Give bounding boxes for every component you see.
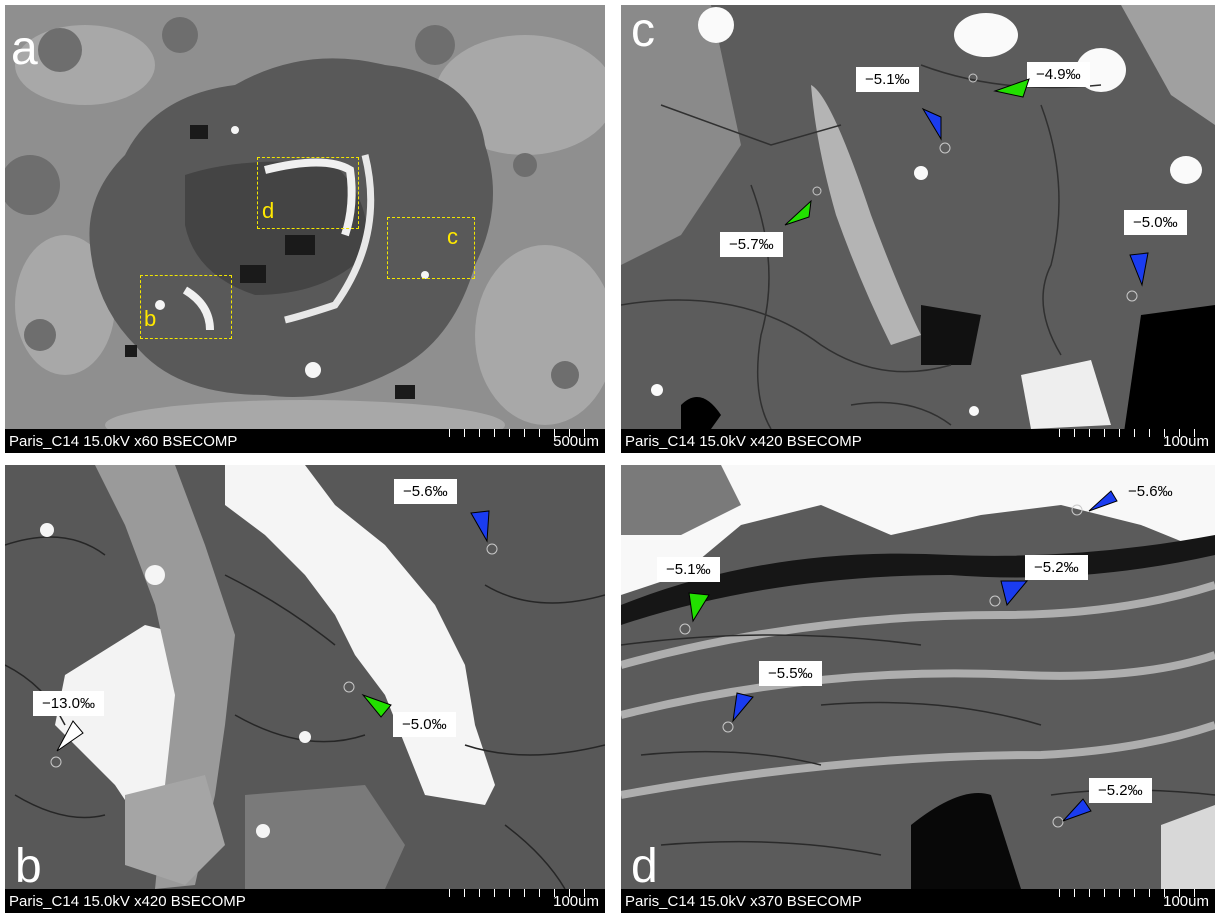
region-box-d-label: d — [262, 198, 275, 223]
panel-d-label-3: −5.2‰ — [1025, 555, 1088, 580]
panel-b-arrow-blue-1 — [470, 510, 490, 543]
panel-b-label-3: −5.0‰ — [393, 712, 456, 737]
panel-c-arrow-blue-1 — [921, 107, 942, 141]
panel-d-arrow-blue-1 — [1088, 490, 1118, 512]
panel-c-arrow-green-1 — [993, 78, 1030, 98]
panel-a-scale-ticks — [449, 429, 599, 437]
region-box-d — [257, 157, 359, 229]
panel-b-scale: 100um — [553, 893, 599, 910]
panel-d-arrow-blue-3 — [732, 692, 754, 723]
panel-b-arrow-green-1 — [361, 693, 392, 718]
region-box-b — [140, 275, 232, 339]
panel-b-label-2: −13.0‰ — [33, 691, 104, 716]
panel-c-arrow-blue-2 — [1129, 252, 1149, 287]
panel-b-arrow-white-1 — [56, 720, 84, 752]
panel-a-letter: a — [11, 22, 38, 75]
panel-d-arrow-blue-2 — [1000, 580, 1029, 607]
panel-b-micrograph — [5, 465, 605, 913]
panel-d: d −5.6‰ −5.1‰ −5.2‰ −5.5‰ −5.2‰ Paris_C1… — [621, 465, 1215, 913]
panel-d-arrow-green-1 — [688, 592, 710, 623]
panel-d-label-2: −5.1‰ — [657, 557, 720, 582]
panel-b-footer: Paris_C14 15.0kV x420 BSECOMP 100um — [5, 889, 605, 913]
panel-d-label-4: −5.5‰ — [759, 661, 822, 686]
panel-b-label-1: −5.6‰ — [394, 479, 457, 504]
region-box-b-label: b — [144, 306, 157, 331]
panel-b-letter: b — [15, 840, 42, 893]
panel-c-label-1: −5.1‰ — [856, 67, 919, 92]
panel-b: b −5.6‰ −13.0‰ −5.0‰ Paris_C14 15.0kV x4… — [5, 465, 605, 913]
panel-c-footer: Paris_C14 15.0kV x420 BSECOMP 100um — [621, 429, 1215, 453]
panel-d-letter: d — [631, 840, 658, 893]
panel-a: a d c b Paris_C14 15.0kV x60 BSECOMP 500… — [5, 5, 605, 453]
panel-d-label-1: −5.6‰ — [1128, 483, 1173, 500]
panel-d-label-5: −5.2‰ — [1089, 778, 1152, 803]
panel-d-micrograph — [621, 465, 1215, 913]
panel-c-label-4: −5.0‰ — [1124, 210, 1187, 235]
panel-c-scale-ticks — [1059, 429, 1209, 437]
panel-c-arrow-green-2 — [784, 199, 812, 226]
region-box-c — [387, 217, 475, 279]
panel-c-scale: 100um — [1163, 433, 1209, 450]
panel-c-meta: Paris_C14 15.0kV x420 BSECOMP — [625, 433, 862, 450]
panel-d-meta: Paris_C14 15.0kV x370 BSECOMP — [625, 893, 862, 910]
panel-a-footer: Paris_C14 15.0kV x60 BSECOMP 500um — [5, 429, 605, 453]
panel-a-scale: 500um — [553, 433, 599, 450]
panel-d-footer: Paris_C14 15.0kV x370 BSECOMP 100um — [621, 889, 1215, 913]
panel-a-meta: Paris_C14 15.0kV x60 BSECOMP — [9, 433, 238, 450]
panel-a-micrograph — [5, 5, 605, 453]
panel-c-label-2: −4.9‰ — [1027, 62, 1090, 87]
panel-b-scale-ticks — [449, 889, 599, 897]
panel-b-meta: Paris_C14 15.0kV x420 BSECOMP — [9, 893, 246, 910]
panel-c-letter: c — [631, 5, 655, 57]
panel-c-label-3: −5.7‰ — [720, 232, 783, 257]
region-box-c-label: c — [447, 224, 458, 249]
panel-d-arrow-blue-4 — [1062, 798, 1092, 822]
panel-d-scale: 100um — [1163, 893, 1209, 910]
panel-d-scale-ticks — [1059, 889, 1209, 897]
panel-c: c −5.1‰ −4.9‰ −5.7‰ −5.0‰ Paris_C14 15.0… — [621, 5, 1215, 453]
